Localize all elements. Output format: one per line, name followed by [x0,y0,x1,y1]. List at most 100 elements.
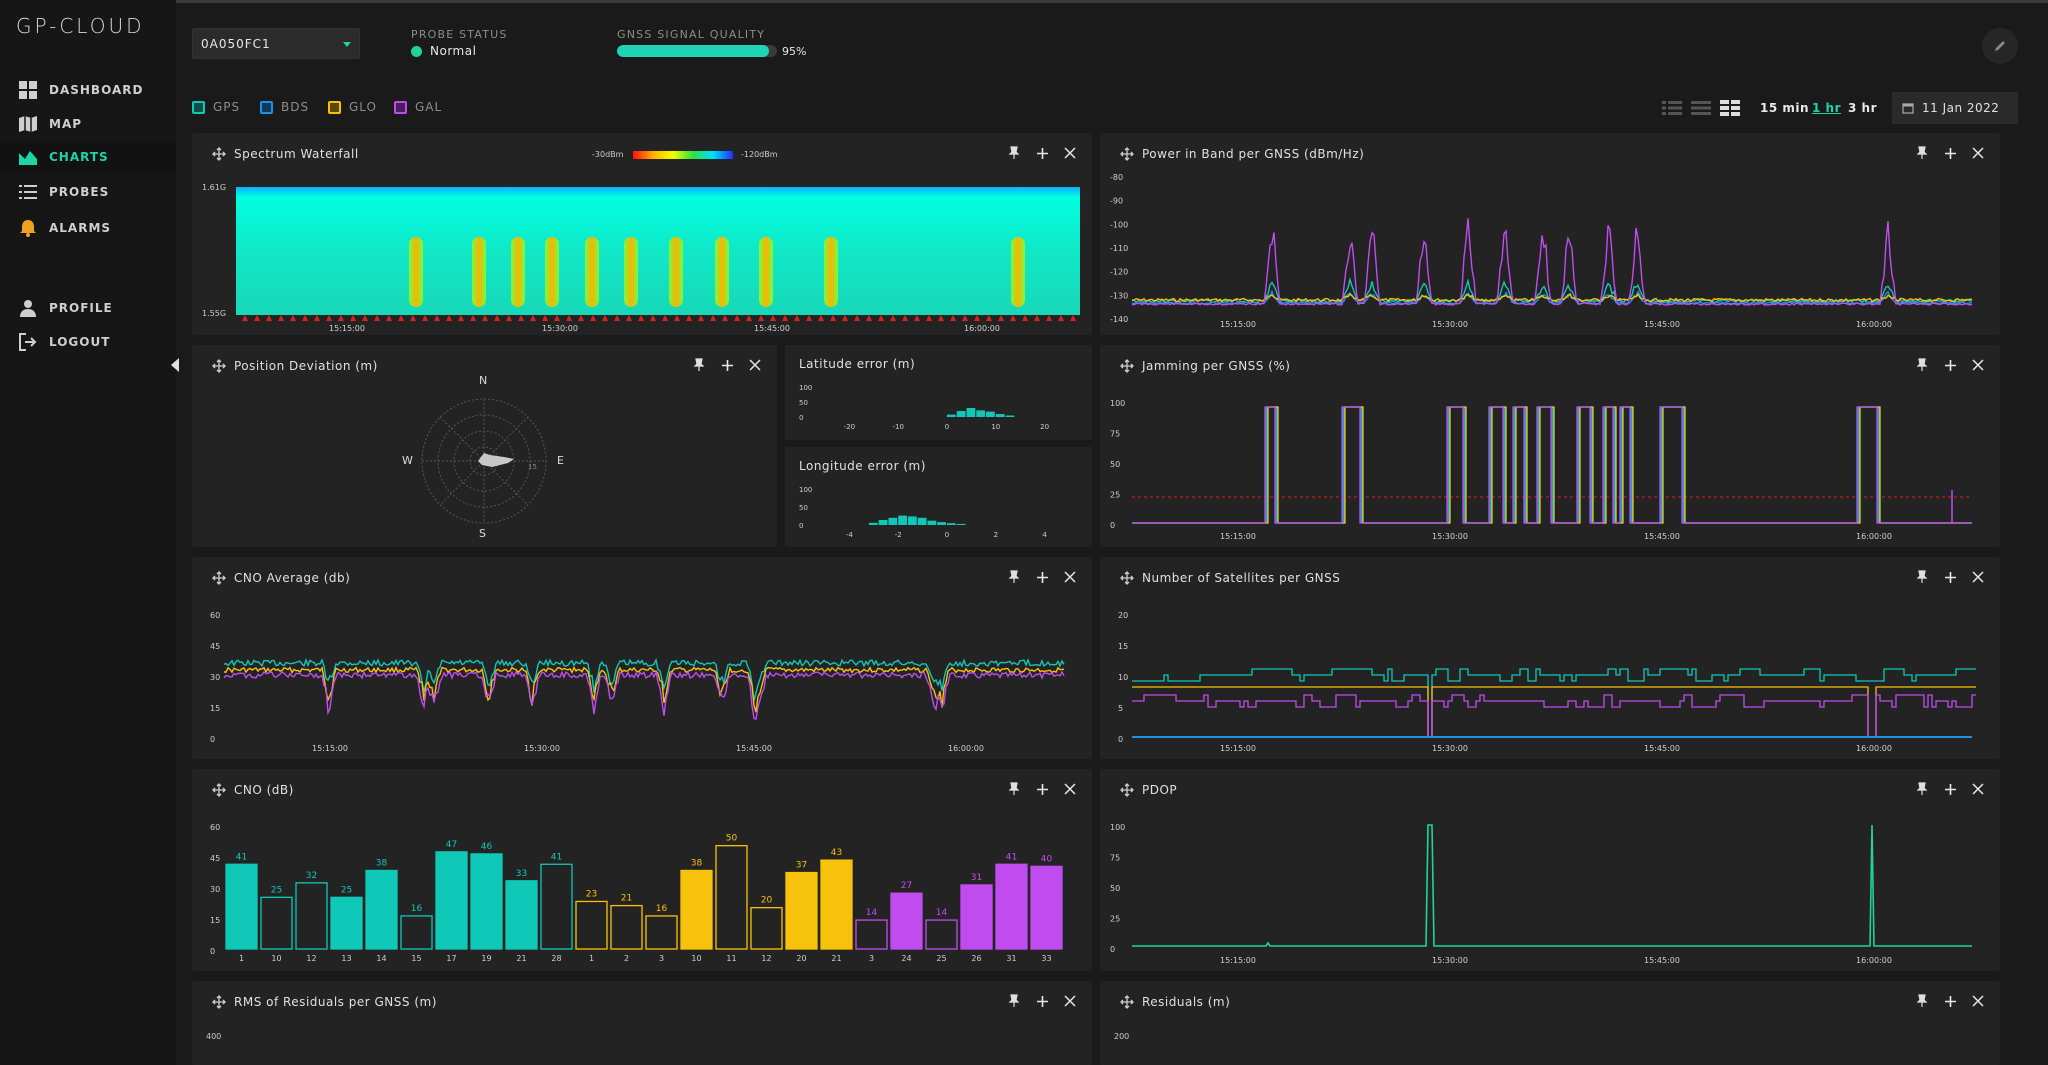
close-button[interactable] [1062,781,1078,797]
edit-button[interactable] [1982,28,2018,64]
sidebar-collapse-button[interactable] [171,358,179,372]
legend-bds[interactable]: BDS [260,100,309,114]
panel-title: CNO (dB) [234,783,294,797]
pin-button[interactable] [1006,569,1022,585]
close-button[interactable] [1970,357,1986,373]
pin-button[interactable] [1914,993,1930,1009]
y-tick-label: -110 [1110,244,1128,253]
add-button[interactable] [1034,569,1050,585]
add-button[interactable] [1034,781,1050,797]
panel-controls [1006,569,1078,585]
range-15min[interactable]: 15 min [1760,101,1810,115]
legend-label: GAL [415,100,443,114]
legend-glo[interactable]: GLO [328,100,377,114]
sidebar-item-charts[interactable]: CHARTS [0,141,176,173]
close-button[interactable] [1062,145,1078,161]
grid-view-icon[interactable] [1720,100,1740,116]
add-button[interactable] [1034,993,1050,1009]
probe-select[interactable]: 0A050FC1 [192,28,360,59]
cno-value-label: 38 [376,858,388,868]
pin-button[interactable] [1914,145,1930,161]
move-icon[interactable] [212,147,226,161]
sidebar-item-map[interactable]: MAP [0,108,176,140]
alarm-marker [986,315,992,321]
close-button[interactable] [1970,569,1986,585]
cno-value-label: 46 [481,842,493,852]
time-tick-label: 15:45:00 [1644,320,1680,329]
pin-button[interactable] [1006,781,1022,797]
cno-category-label: 10 [691,954,701,963]
close-button[interactable] [747,357,763,373]
move-icon[interactable] [1120,359,1134,373]
sidebar-item-probes[interactable]: PROBES [0,176,176,208]
cno-bar [890,892,923,950]
alarm-marker [422,315,428,321]
alarm-marker [566,315,572,321]
move-icon[interactable] [1120,571,1134,585]
close-button[interactable] [1970,145,1986,161]
sidebar-item-dashboard[interactable]: DASHBOARD [0,74,176,106]
cno-category-label: 12 [761,954,771,963]
range-1hr[interactable]: 1 hr [1812,101,1841,115]
pin-button[interactable] [1914,569,1930,585]
pin-icon [1916,570,1928,583]
add-button[interactable] [1942,569,1958,585]
date-picker[interactable]: 11 Jan 2022 [1892,92,2018,124]
error-bar [888,517,898,525]
x-tick-label: -10 [892,423,903,431]
add-button[interactable] [1942,145,1958,161]
move-icon[interactable] [212,995,226,1009]
error-bar [956,411,966,417]
move-icon[interactable] [1120,147,1134,161]
add-button[interactable] [719,357,735,373]
sidebar-item-profile[interactable]: PROFILE [0,292,176,324]
rows-view-icon[interactable] [1691,100,1711,116]
panel-controls [1914,145,1986,161]
cno-category-label: 1 [239,954,244,963]
y-tick-label: 25 [1110,491,1120,500]
pin-button[interactable] [1914,357,1930,373]
move-icon[interactable] [1120,783,1134,797]
legend-gal[interactable]: GAL [394,100,442,114]
panel-position-deviation: Position Deviation (m) N S E W 15 [192,345,777,547]
waterfall-area [236,187,1080,315]
close-button[interactable] [1062,993,1078,1009]
sidebar-item-alarms[interactable]: ALARMS [0,212,176,244]
move-icon[interactable] [212,359,226,373]
add-button[interactable] [1942,781,1958,797]
add-button[interactable] [1034,145,1050,161]
add-button[interactable] [1942,357,1958,373]
close-button[interactable] [1062,569,1078,585]
alarm-marker [386,315,392,321]
interference-burst [715,237,729,307]
list-view-icon[interactable] [1662,100,1682,116]
legend-gps[interactable]: GPS [192,100,240,114]
move-icon[interactable] [212,571,226,585]
user-icon [20,300,36,317]
close-button[interactable] [1970,781,1986,797]
pin-button[interactable] [691,357,707,373]
cno-value-label: 16 [411,904,423,914]
y-tick-label: 50 [799,399,808,407]
range-3hr[interactable]: 3 hr [1848,101,1877,115]
pin-icon [1916,358,1928,371]
panel-title: CNO Average (db) [234,571,351,585]
pin-button[interactable] [1006,145,1022,161]
close-icon [1972,995,1984,1007]
cno-bar [960,884,993,950]
move-icon[interactable] [1120,995,1134,1009]
move-icon[interactable] [212,783,226,797]
alarm-marker [1010,315,1016,321]
time-tick-label: 15:30:00 [524,744,560,753]
add-button[interactable] [1942,993,1958,1009]
panel-cno-average: CNO Average (db) 60 45 30 15 0 15:15:00 15:30:… [192,557,1092,759]
pin-button[interactable] [1006,993,1022,1009]
bell-icon [20,220,36,237]
pin-button[interactable] [1914,781,1930,797]
sidebar-item-logout[interactable]: LOGOUT [0,326,176,358]
close-button[interactable] [1970,993,1986,1009]
cno-average-chart: 60 45 30 15 0 15:15:00 15:30:00 15:45:00 16:00:0… [210,611,1065,753]
interference-burst [585,237,599,307]
y-tick-label: 100 [1110,399,1125,408]
y-tick-label: 45 [210,854,220,863]
